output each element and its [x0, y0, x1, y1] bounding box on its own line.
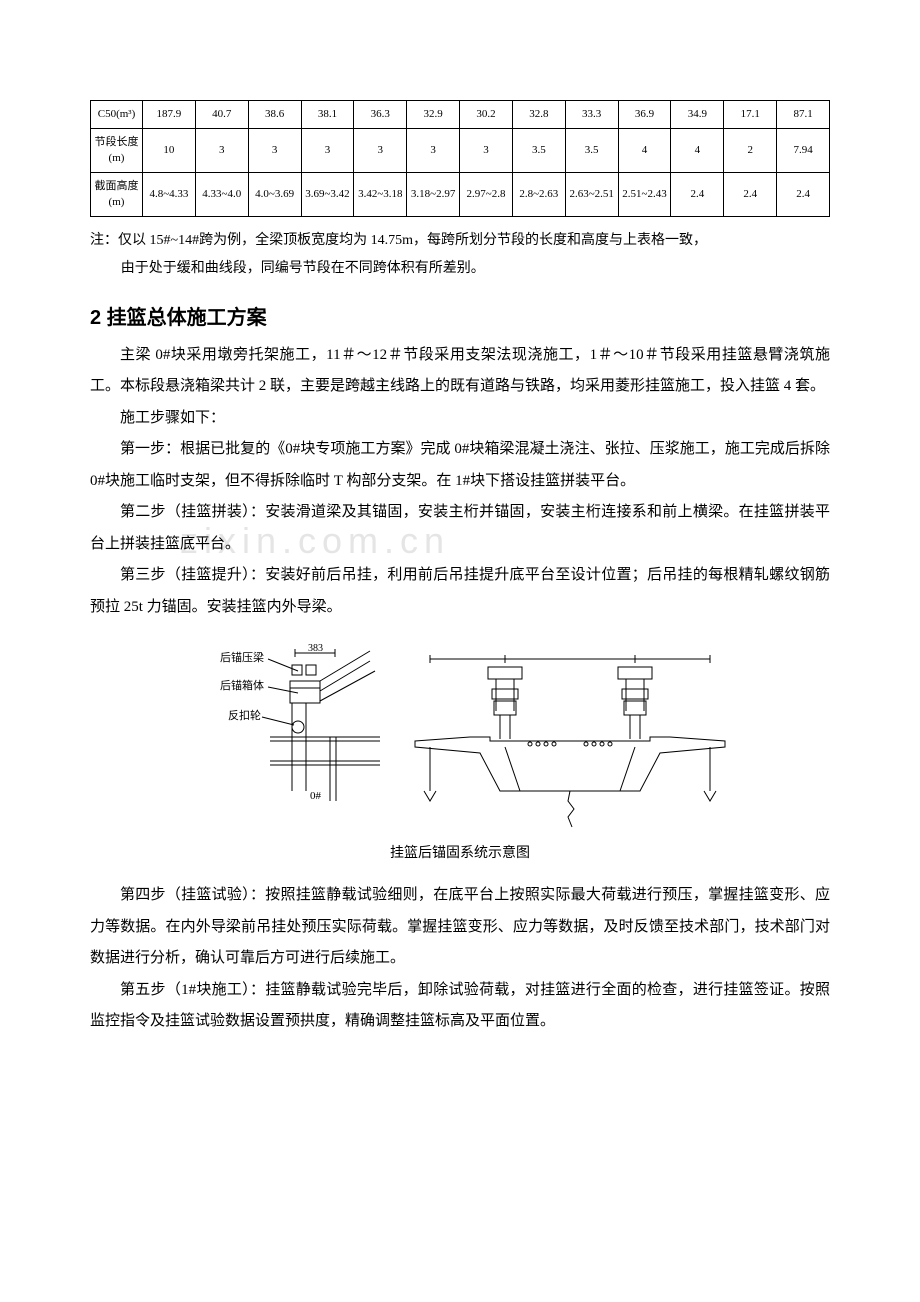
cell: 17.1 [724, 101, 777, 129]
cell: 33.3 [565, 101, 618, 129]
paragraph: 施工步骤如下： [90, 403, 830, 435]
cell: 4 [618, 129, 671, 173]
cell: 3.5 [565, 129, 618, 173]
cell: 87.1 [777, 101, 830, 129]
svg-text:后锚箱体: 后锚箱体 [220, 678, 264, 692]
cell: 38.1 [301, 101, 354, 129]
cell: 3 [301, 129, 354, 173]
cell: 40.7 [195, 101, 248, 129]
cell: 2.4 [724, 173, 777, 217]
svg-text:反扣轮: 反扣轮 [228, 708, 261, 722]
table-row: 截面高度(m) 4.8~4.33 4.33~4.0 4.0~3.69 3.69~… [91, 173, 830, 217]
cell: 30.2 [460, 101, 513, 129]
cell: 3.5 [512, 129, 565, 173]
table-note-line1: 注：仅以 15#~14#跨为例，全梁顶板宽度均为 14.75m，每跨所划分节段的… [90, 227, 830, 255]
cell: 7.94 [777, 129, 830, 173]
table-row: C50(m³) 187.9 40.7 38.6 38.1 36.3 32.9 3… [91, 101, 830, 129]
anchoring-diagram-icon: 383 后锚压梁 后锚箱体 反扣轮 [180, 641, 740, 831]
cell: 2.4 [777, 173, 830, 217]
cell: 10 [143, 129, 196, 173]
cell: 187.9 [143, 101, 196, 129]
cell: 2.63~2.51 [565, 173, 618, 217]
cell: 3 [460, 129, 513, 173]
cell: 38.6 [248, 101, 301, 129]
paragraph: 第一步：根据已批复的《0#块专项施工方案》完成 0#块箱梁混凝土浇注、张拉、压浆… [90, 434, 830, 497]
cell: 34.9 [671, 101, 724, 129]
row-label: 截面高度(m) [91, 173, 143, 217]
paragraph: 第五步（1#块施工）：挂篮静载试验完毕后，卸除试验荷载，对挂篮进行全面的检查，进… [90, 975, 830, 1038]
cell: 4.33~4.0 [195, 173, 248, 217]
svg-text:0#: 0# [310, 790, 322, 802]
cell: 3 [248, 129, 301, 173]
svg-text:后锚压梁: 后锚压梁 [220, 650, 264, 664]
cell: 4.8~4.33 [143, 173, 196, 217]
cell: 36.3 [354, 101, 407, 129]
cell: 3.42~3.18 [354, 173, 407, 217]
cell: 4.0~3.69 [248, 173, 301, 217]
cell: 2.8~2.63 [512, 173, 565, 217]
svg-text:383: 383 [308, 643, 323, 654]
cell: 32.9 [407, 101, 460, 129]
figure-caption: 挂篮后锚固系统示意图 [90, 842, 830, 862]
row-label: 节段长度(m) [91, 129, 143, 173]
cell: 2.51~2.43 [618, 173, 671, 217]
cell: 3.18~2.97 [407, 173, 460, 217]
paragraph: 第二步（挂篮拼装）：安装滑道梁及其锚固，安装主桁并锚固，安装主桁连接系和前上横梁… [90, 497, 830, 560]
cell: 3 [354, 129, 407, 173]
cell: 3.69~3.42 [301, 173, 354, 217]
diagram-figure: 383 后锚压梁 后锚箱体 反扣轮 [90, 641, 830, 836]
paragraph: 第三步（挂篮提升）：安装好前后吊挂，利用前后吊挂提升底平台至设计位置；后吊挂的每… [90, 560, 830, 623]
cell: 2 [724, 129, 777, 173]
cell: 3 [407, 129, 460, 173]
section-heading: 2 挂篮总体施工方案 [90, 301, 830, 330]
cell: 36.9 [618, 101, 671, 129]
segment-table: C50(m³) 187.9 40.7 38.6 38.1 36.3 32.9 3… [90, 100, 830, 217]
cell: 32.8 [512, 101, 565, 129]
table-row: 节段长度(m) 10 3 3 3 3 3 3 3.5 3.5 4 4 2 7.9… [91, 129, 830, 173]
cell: 3 [195, 129, 248, 173]
paragraph: 主梁 0#块采用墩旁托架施工，11＃～12＃节段采用支架法现浇施工，1＃～10＃… [90, 340, 830, 403]
paragraph: 第四步（挂篮试验）：按照挂篮静载试验细则，在底平台上按照实际最大荷载进行预压，掌… [90, 880, 830, 975]
table-note-line2: 由于处于缓和曲线段，同编号节段在不同跨体积有所差别。 [90, 255, 830, 283]
row-label: C50(m³) [91, 101, 143, 129]
cell: 2.4 [671, 173, 724, 217]
cell: 4 [671, 129, 724, 173]
cell: 2.97~2.8 [460, 173, 513, 217]
